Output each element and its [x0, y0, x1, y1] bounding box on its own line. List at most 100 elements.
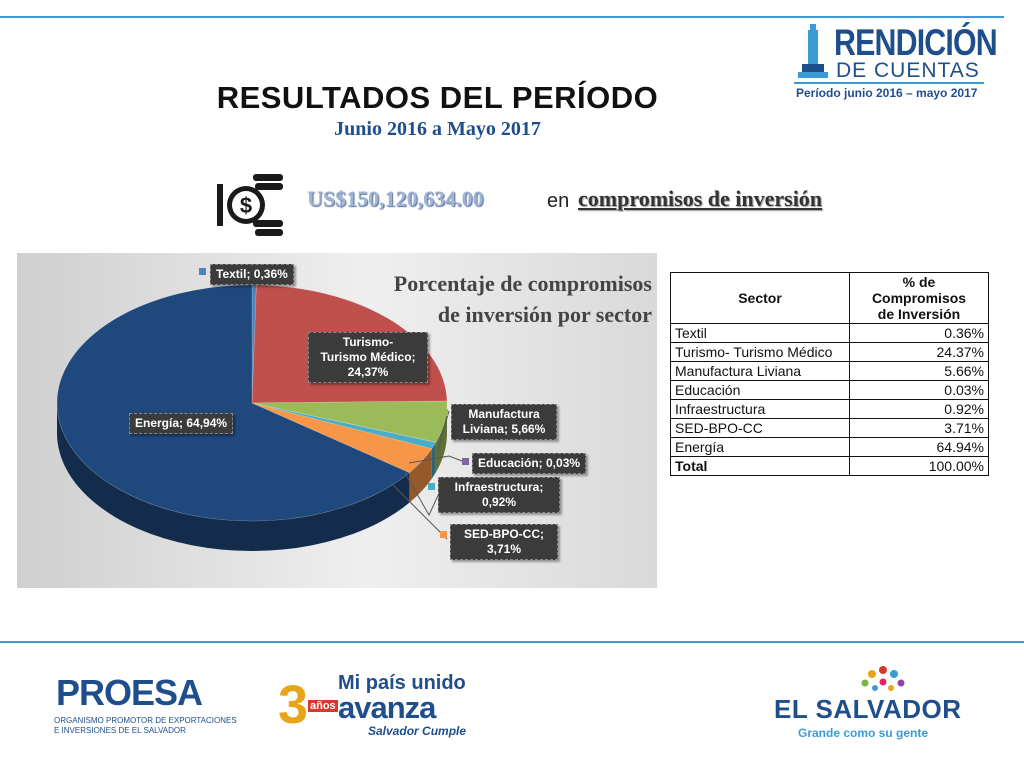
leader-line — [436, 410, 450, 454]
table-cell-sector: SED-BPO-CC — [670, 418, 850, 438]
rendicion-cuentas-logo: RENDICIÓN DE CUENTAS Período junio 2016 … — [792, 22, 998, 104]
bottom-divider — [0, 641, 1024, 643]
table-cell-pct: 3.71% — [849, 418, 989, 438]
label-marker-sed — [440, 531, 447, 538]
leader-lines — [392, 410, 463, 540]
table-total-row: Total 100.00% — [670, 456, 989, 476]
data-label-textil: Textil; 0,36% — [210, 264, 294, 285]
table-header-pct-line1: % de — [902, 274, 936, 290]
leader-line — [404, 472, 443, 517]
pie-slice-educacion — [251, 402, 437, 443]
table-header-pct-line3: de Inversión — [877, 306, 961, 322]
label-marker-manufactura — [441, 409, 448, 416]
table-cell-sector: Infraestructura — [670, 399, 850, 419]
pie-side-energia — [57, 404, 410, 551]
pie-chart — [56, 284, 463, 551]
data-label-turismo: Turismo- Turismo Médico; 24,37% — [308, 332, 428, 383]
proesa-wordmark: PROESA — [56, 672, 203, 713]
table-header-pct: % de Compromisos de Inversión — [849, 272, 989, 324]
table-row: SED-BPO-CC 3.71% — [670, 418, 989, 438]
proesa-subtitle-line1: ORGANISMO PROMOTOR DE EXPORTACIONES — [54, 716, 237, 725]
chart-title: Porcentaje de compromisos de inversión p… — [300, 268, 652, 330]
table-row: Textil 0.36% — [670, 323, 989, 343]
country-wordmark: EL SALVADOR — [774, 694, 962, 724]
proesa-subtitle: ORGANISMO PROMOTOR DE EXPORTACIONES E IN… — [54, 716, 237, 736]
campaign-line2: avanza — [338, 690, 436, 725]
table-cell-sector: Energía — [670, 437, 850, 457]
table-cell-pct: 0.36% — [849, 323, 989, 343]
logo-title-line2: DE CUENTAS — [836, 59, 980, 82]
campaign-line3: Salvador Cumple — [368, 724, 467, 738]
investment-amount: US$150,120,634.00 — [307, 186, 484, 211]
table-row: Turismo- Turismo Médico 24.37% — [670, 342, 989, 362]
svg-text:$: $ — [240, 193, 252, 218]
data-label-sed: SED-BPO-CC; 3,71% — [450, 524, 558, 560]
table-header-sector: Sector — [670, 272, 850, 324]
data-label-sed-line2: 3,71% — [486, 542, 522, 556]
el-salvador-logo: EL SALVADOR Grande como su gente — [770, 664, 980, 744]
data-label-energia: Energía; 64,94% — [129, 413, 234, 434]
table-cell-pct: 0.92% — [849, 399, 989, 419]
logo-period: Período junio 2016 – mayo 2017 — [796, 86, 978, 100]
data-label-educacion-line: Educación; 0,03% — [478, 456, 581, 470]
label-marker-educacion — [462, 458, 469, 465]
table-total-label: Total — [670, 456, 850, 476]
logo-title-line1: RENDICIÓN — [834, 22, 998, 63]
pie-side-sed — [409, 448, 432, 503]
campaign-anos: años — [308, 700, 338, 712]
pie-side-infraestructura — [431, 442, 436, 479]
page-subtitle: Junio 2016 a Mayo 2017 — [334, 118, 541, 140]
table-cell-sector: Manufactura Liviana — [670, 361, 850, 381]
chart-title-line2: de inversión por sector — [437, 302, 652, 327]
pie-slice-energia — [56, 284, 410, 522]
table-header-row: Sector % de Compromisos de Inversión — [670, 272, 989, 324]
sector-table: Sector % de Compromisos de Inversión Tex… — [670, 272, 989, 476]
campaign-number: 3 — [278, 675, 309, 735]
label-marker-textil — [199, 268, 206, 275]
table-cell-sector: Educación — [670, 380, 850, 400]
country-slogan: Grande como su gente — [798, 726, 929, 740]
pie-slice-textil — [251, 284, 257, 404]
flower-emblem-icon — [861, 666, 905, 691]
data-label-turismo-line1: Turismo- — [342, 335, 394, 349]
table-row: Infraestructura 0.92% — [670, 399, 989, 419]
table-row: Manufactura Liviana 5.66% — [670, 361, 989, 381]
campaign-logo: 3 años Mi país unido avanza Salvador Cum… — [272, 668, 472, 744]
pie-slice-manufactura — [251, 400, 448, 443]
label-marker-infraestructura — [428, 483, 435, 490]
data-label-manufactura: Manufactura Liviana; 5,66% — [451, 404, 557, 440]
table-row: Educación 0.03% — [670, 380, 989, 400]
data-label-energia-line: Energía; 64,94% — [135, 416, 228, 430]
pie-slice-infraestructura — [251, 402, 437, 450]
page-title: RESULTADOS DEL PERÍODO — [216, 80, 659, 115]
logo-bar — [794, 82, 984, 84]
data-label-turismo-line3: 24,37% — [347, 365, 389, 379]
table-header-pct-line2: Compromisos — [871, 290, 967, 306]
table-cell-pct: 0.03% — [849, 380, 989, 400]
table-cell-sector: Turismo- Turismo Médico — [670, 342, 850, 362]
table-cell-sector: Textil — [670, 323, 850, 343]
campaign-line1: Mi país unido — [338, 672, 466, 694]
leader-line — [392, 484, 448, 540]
table-cell-pct: 24.37% — [849, 342, 989, 362]
data-label-turismo-line2: Turismo Médico; — [320, 350, 416, 364]
money-coins-icon: $ — [217, 174, 283, 236]
data-label-manufactura-line2: Liviana; 5,66% — [462, 422, 546, 436]
table-total-value: 100.00% — [849, 456, 989, 476]
chart-title-line1: Porcentaje de compromisos — [393, 271, 652, 296]
data-label-manufactura-line1: Manufactura — [468, 407, 540, 421]
data-label-sed-line1: SED-BPO-CC; — [464, 527, 544, 541]
data-label-infraestructura-line2: 0,92% — [481, 495, 517, 509]
proesa-logo: PROESA ORGANISMO PROMOTOR DE EXPORTACION… — [52, 664, 252, 744]
data-label-infraestructura-line1: Infraestructura; — [454, 480, 544, 494]
monument-icon — [798, 24, 828, 78]
table-cell-pct: 5.66% — [849, 361, 989, 381]
top-divider — [0, 16, 1004, 18]
headline-connector: en — [547, 190, 570, 212]
data-label-infraestructura: Infraestructura; 0,92% — [438, 477, 560, 513]
table-row: Energía 64.94% — [670, 437, 989, 457]
data-label-textil-line: Textil; 0,36% — [216, 267, 288, 281]
proesa-subtitle-line2: E INVERSIONES DE EL SALVADOR — [54, 726, 186, 735]
headline-label: compromisos de inversión — [578, 186, 823, 211]
data-label-educacion: Educación; 0,03% — [472, 453, 587, 474]
